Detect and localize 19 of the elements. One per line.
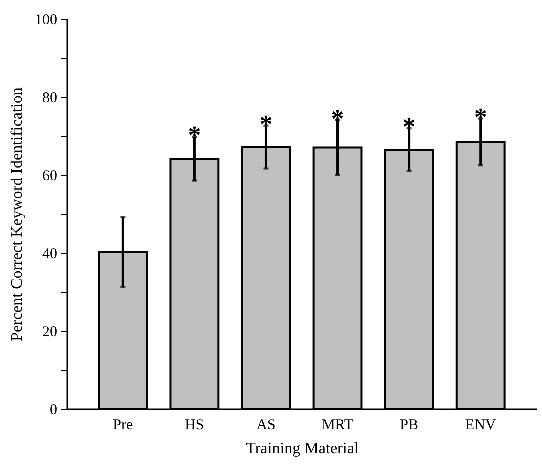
annotation: * [474,102,488,132]
x-tick-label: PB [400,418,418,434]
x-tick-label: ENV [465,418,496,434]
x-tick-label: AS [256,418,276,434]
annotation: * [260,110,273,139]
y-tick-label: 60 [42,168,58,184]
x-tick-label: HS [185,418,204,434]
y-tick-label: 100 [35,12,58,28]
annotation: * [331,104,344,134]
y-tick-label: 40 [42,246,58,262]
y-tick-label: 0 [50,402,58,418]
x-tick-label: MRT [322,418,354,434]
x-tick-label: Pre [113,418,134,434]
annotation: * [402,112,416,142]
y-tick-label: 20 [42,324,58,340]
y-tick-label: 80 [42,90,58,106]
x-axis-title: Training Material [246,440,360,458]
annotation: * [188,121,202,150]
y-axis-title: Percent Correct Keyword Identification [9,88,26,342]
